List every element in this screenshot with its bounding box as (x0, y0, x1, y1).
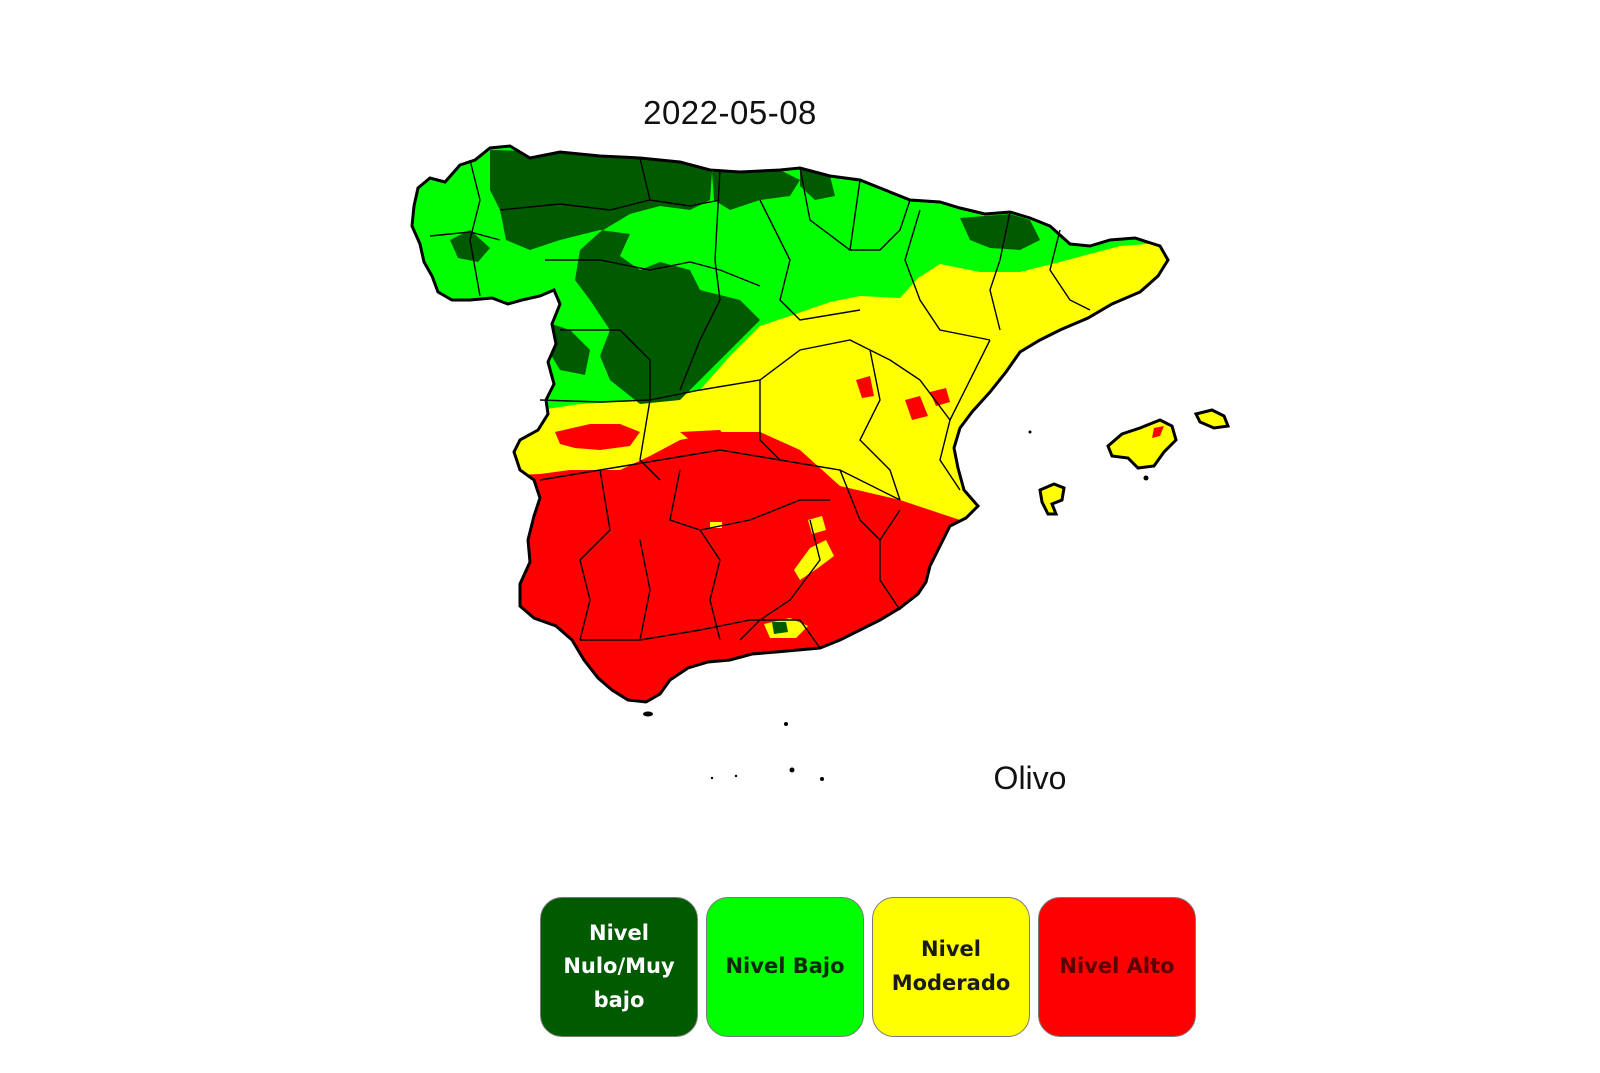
legend-item-moderado: Nivel Moderado (872, 897, 1030, 1037)
zone-nulo-patch-south (772, 622, 788, 634)
balearic-islands (1038, 408, 1231, 516)
legend-label-line: Nivel (921, 937, 981, 962)
map-date-title: 2022-05-08 (643, 94, 817, 131)
legend-label-line: Moderado (891, 971, 1011, 995)
legend-label-line: Nivel Alto (1059, 954, 1175, 979)
legend-label-line: Nulo/Muy (563, 954, 675, 979)
ibiza (1038, 482, 1066, 516)
legend-label-line: Nivel Bajo (725, 954, 845, 979)
species-label: Olivo (993, 760, 1067, 796)
mallorca (1106, 418, 1178, 470)
mallorca-alto-patch (1152, 426, 1164, 438)
small-islets (643, 430, 1149, 781)
legend-item-nulo-muy-bajo: Nivel Nulo/Muy bajo (540, 897, 698, 1037)
zone-alto-patches (555, 376, 950, 450)
legend-item-bajo: Nivel Bajo (706, 897, 864, 1037)
zone-nulo-muy-bajo (450, 150, 1040, 404)
legend-label-line: bajo (593, 987, 645, 1012)
legend: Nivel Nulo/Muy bajo Nivel Bajo Nivel Mod… (540, 897, 1196, 1037)
legend-item-alto: Nivel Alto (1038, 897, 1196, 1037)
province-borders (429, 157, 1091, 649)
menorca (1193, 408, 1231, 430)
legend-label-line: Nivel (589, 920, 649, 945)
